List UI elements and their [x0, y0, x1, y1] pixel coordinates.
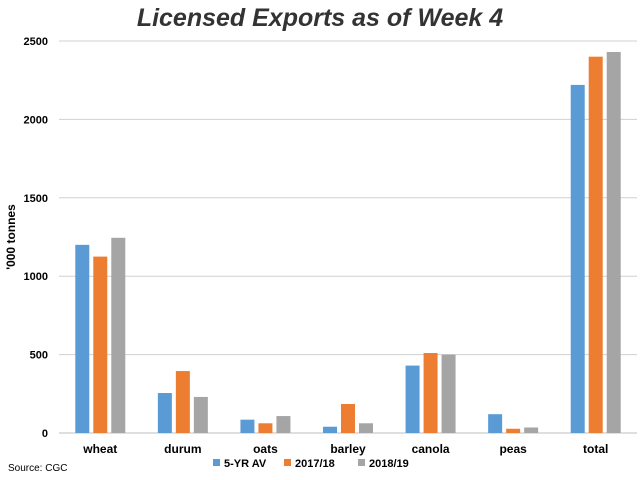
bar-peas-0 [488, 414, 503, 433]
bar-durum-0 [157, 393, 172, 433]
y-tick-label: 0 [42, 428, 48, 440]
x-category-label: wheat [82, 442, 117, 456]
bars [75, 51, 621, 434]
x-category-label: peas [499, 442, 527, 456]
y-tick-label: 500 [30, 350, 48, 362]
x-category-label: total [583, 442, 608, 456]
legend-label: 2018/19 [369, 458, 409, 470]
x-category-label: barley [330, 442, 366, 456]
gridlines [59, 40, 637, 356]
y-axis-label: '000 tonnes [4, 204, 18, 270]
x-category-label: oats [253, 442, 278, 456]
y-axis-ticks: 0 500 1000 1500 2000 2500 [24, 36, 48, 440]
legend: 5-YR AV 2017/18 2018/19 [213, 458, 409, 470]
bar-wheat-0 [75, 244, 90, 433]
bar-canola-2 [441, 354, 456, 433]
bar-peas-1 [506, 428, 521, 433]
bar-canola-0 [405, 365, 420, 433]
bar-wheat-1 [93, 256, 108, 433]
bar-barley-2 [359, 423, 373, 433]
y-tick-label: 1500 [24, 193, 48, 205]
x-axis-categories: wheat durum oats barley canola peas total [82, 442, 608, 456]
legend-swatch [213, 459, 220, 466]
bar-barley-1 [341, 403, 355, 433]
chart-title: Licensed Exports as of Week 4 [136, 4, 504, 32]
y-tick-label: 2000 [24, 114, 48, 126]
bar-total-2 [606, 51, 621, 433]
legend-label: 2017/18 [295, 458, 335, 470]
bar-wheat-2 [111, 237, 126, 433]
bar-barley-0 [323, 426, 337, 433]
legend-label: 5-YR AV [224, 458, 267, 470]
bar-canola-1 [423, 353, 438, 433]
bar-total-1 [588, 56, 603, 434]
y-tick-label: 2500 [24, 36, 48, 48]
bar-durum-1 [175, 371, 190, 433]
bar-durum-2 [193, 396, 208, 433]
legend-swatch [358, 459, 365, 466]
source-note: Source: CGC [8, 463, 68, 474]
bar-oats-2 [276, 416, 291, 433]
legend-swatch [284, 459, 291, 466]
bar-total-0 [570, 84, 585, 434]
x-category-label: canola [412, 442, 450, 456]
bar-oats-0 [240, 419, 255, 433]
bar-oats-1 [258, 423, 273, 433]
bar-peas-2 [524, 427, 539, 433]
x-category-label: durum [164, 442, 201, 456]
y-tick-label: 1000 [24, 271, 48, 283]
